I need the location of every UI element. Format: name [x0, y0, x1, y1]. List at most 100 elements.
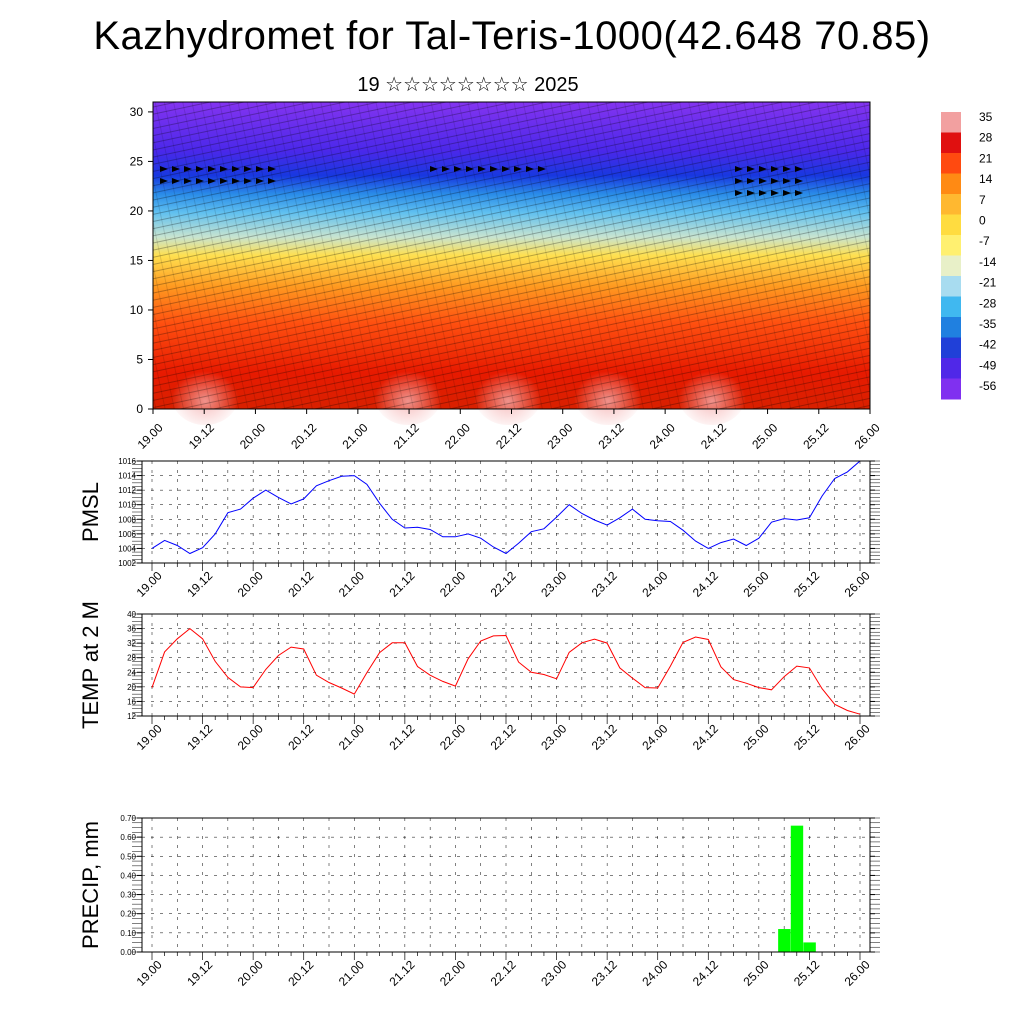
x-tick-label: 19.00	[134, 957, 165, 988]
wind-flag	[795, 190, 803, 196]
wind-flag	[783, 190, 791, 196]
x-tick-label: 25.00	[749, 420, 780, 451]
wind-barb-field	[153, 102, 870, 409]
x-tick-label: 24.00	[639, 957, 670, 988]
wind-flag	[256, 178, 264, 184]
wind-flag	[514, 166, 522, 172]
y-tick-label: 0.30	[120, 891, 136, 900]
x-tick-label: 22.12	[488, 721, 519, 752]
y-tick-label: 1016	[118, 457, 136, 466]
wind-flag	[747, 166, 755, 172]
chart-title: Kazhydromet for Tal-Teris-1000(42.648 70…	[93, 14, 931, 58]
colorbar-label: 0	[979, 214, 986, 228]
y-axis-title: PMSL	[78, 482, 103, 542]
y-tick-label: 0.10	[120, 929, 136, 938]
x-tick-label: 25.00	[740, 568, 771, 599]
x-tick-label: 22.00	[437, 957, 468, 988]
wind-flag	[783, 178, 791, 184]
x-tick-label: 22.12	[493, 420, 524, 451]
x-tick-label: 24.00	[639, 568, 670, 599]
wind-flag	[795, 166, 803, 172]
y-tick-label: 0.60	[120, 833, 136, 842]
colorbar-swatch	[941, 214, 961, 236]
x-tick-label: 22.12	[488, 568, 519, 599]
y-tick-label: 0.50	[120, 852, 136, 861]
x-tick-label: 26.00	[842, 957, 873, 988]
y-tick-label: 0.70	[120, 814, 136, 823]
y-tick-label: 0.20	[120, 910, 136, 919]
x-tick-label: 25.00	[740, 721, 771, 752]
y-tick-label: 1008	[118, 515, 136, 524]
x-tick-label: 24.00	[639, 721, 670, 752]
wind-flag	[184, 178, 192, 184]
colorbar-swatch	[941, 276, 961, 297]
y-tick-label: 32	[127, 639, 136, 648]
wind-flag	[160, 166, 168, 172]
panel-frame	[141, 460, 871, 564]
wind-flag	[759, 178, 767, 184]
wind-flag	[454, 166, 462, 172]
y-tick-label: 20	[130, 204, 144, 218]
wind-flag	[735, 178, 743, 184]
x-tick-label: 19.00	[135, 420, 166, 451]
colorbar-swatch	[941, 173, 961, 195]
colorbar-label: -14	[979, 255, 997, 269]
x-tick-label: 19.00	[134, 568, 165, 599]
panel-frame	[141, 613, 871, 717]
x-tick-label: 24.12	[698, 420, 729, 451]
y-tick-label: 1004	[118, 544, 136, 553]
x-tick-label: 21.12	[386, 957, 417, 988]
x-tick-label: 25.00	[740, 957, 771, 988]
x-tick-label: 21.12	[386, 721, 417, 752]
y-tick-label: 0.40	[120, 871, 136, 880]
x-tick-label: 23.00	[544, 420, 575, 451]
wind-flag	[256, 166, 264, 172]
colorbar-label: -49	[979, 358, 997, 372]
x-tick-label: 25.12	[791, 568, 822, 599]
x-tick-label: 22.00	[437, 721, 468, 752]
colorbar-swatch	[941, 153, 961, 174]
y-tick-label: 10	[130, 303, 144, 317]
precip-panel: 0.00 0.10 0.20 0.30 0.40 0.50 0.60 0.70 19.00 19.…	[78, 814, 880, 989]
x-tick-label: 24.12	[690, 721, 721, 752]
colorbar: 35 28 21 14 7 0 -7 -14 -21 -28 -35 -42 -49 -56	[941, 110, 997, 400]
colorbar-label: 14	[979, 172, 993, 186]
series-line	[151, 460, 861, 555]
wind-flag	[208, 178, 216, 184]
wind-flag	[771, 190, 779, 196]
wind-flag	[490, 166, 498, 172]
x-tick-label: 24.00	[647, 420, 678, 451]
y-tick-label: 1006	[118, 530, 136, 539]
wind-flag	[196, 178, 204, 184]
y-tick-label: 0	[136, 402, 143, 416]
wind-flag	[759, 166, 767, 172]
x-tick-label: 26.00	[852, 420, 883, 451]
x-tick-label: 19.12	[184, 568, 215, 599]
x-tick-label: 25.12	[791, 957, 822, 988]
x-tick-label: 21.00	[336, 957, 367, 988]
wind-flag	[526, 166, 534, 172]
y-axis-title: PRECIP, mm	[78, 821, 103, 949]
colorbar-label: -7	[979, 234, 990, 248]
colorbar-swatch	[941, 194, 961, 215]
series-line	[151, 627, 861, 715]
colorbar-swatch	[941, 112, 961, 133]
chart-subtitle: 19 ☆☆☆☆☆☆☆☆ 2025	[357, 74, 579, 96]
x-tick-label: 21.00	[336, 721, 367, 752]
wind-flag	[220, 178, 228, 184]
x-tick-label: 20.12	[285, 721, 316, 752]
y-tick-label: 20	[127, 683, 136, 692]
y-tick-label: 16	[127, 697, 136, 706]
x-tick-label: 21.00	[339, 420, 370, 451]
colorbar-swatch	[941, 378, 961, 400]
y-tick-label: 1002	[118, 559, 136, 568]
x-tick-label: 25.12	[800, 420, 831, 451]
wind-flag	[771, 166, 779, 172]
colorbar-swatch	[941, 358, 961, 379]
wind-flags	[160, 166, 803, 196]
colorbar-label: -35	[979, 317, 997, 331]
x-tick-label: 23.12	[589, 568, 620, 599]
colorbar-label: 21	[979, 151, 993, 165]
x-tick-label: 22.12	[488, 957, 519, 988]
x-tick-label: 21.12	[386, 568, 417, 599]
